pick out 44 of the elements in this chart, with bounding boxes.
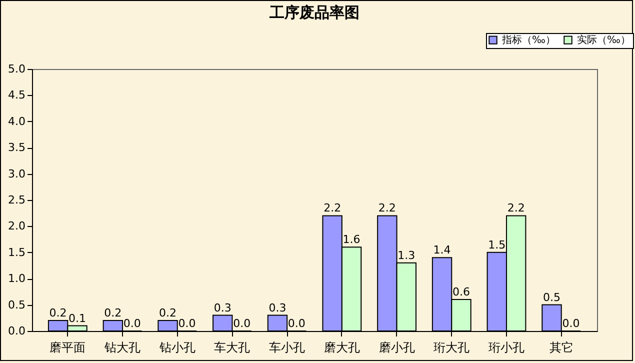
x-tick-label: 其它 (549, 340, 574, 354)
data-label: 0.5 (542, 290, 560, 304)
y-tick-label: 3.5 (8, 141, 26, 154)
y-tick-label: 4.5 (8, 88, 26, 102)
y-tick-label: 1.0 (8, 272, 26, 286)
data-label: 1.5 (488, 238, 506, 252)
x-tick-label: 磨平面 (50, 340, 86, 354)
data-label: 0.3 (214, 301, 232, 314)
data-label: 2.2 (378, 202, 396, 215)
data-label: 0.2 (49, 306, 67, 320)
data-label: 0.6 (452, 286, 470, 299)
y-tick-label: 3.0 (8, 167, 26, 180)
data-label: 0.0 (288, 317, 306, 330)
x-tick-label: 车小孔 (269, 340, 306, 354)
data-label: 1.6 (342, 233, 360, 246)
y-tick-label: 2.0 (8, 220, 26, 233)
y-tick-label: 5.0 (8, 62, 26, 76)
y-tick-label: 1.5 (8, 246, 26, 259)
x-tick-label: 车大孔 (214, 340, 250, 354)
data-label: 1.4 (433, 244, 451, 257)
data-label: 0.0 (233, 317, 251, 330)
x-tick-label: 钻大孔 (104, 340, 141, 354)
y-tick-label: 0.0 (8, 324, 26, 338)
data-label: 1.3 (398, 248, 416, 262)
x-tick-label: 磨小孔 (378, 340, 415, 354)
data-label: 2.2 (324, 202, 342, 215)
legend-label: 指标（‰） (501, 34, 556, 46)
y-tick-label: 4.0 (8, 114, 26, 128)
data-label: 0.0 (123, 317, 141, 330)
data-label: 2.2 (507, 202, 525, 215)
y-tick-label: 2.5 (8, 194, 26, 206)
x-tick-label: 珩小孔 (488, 340, 524, 354)
data-label: 0.2 (104, 306, 122, 320)
y-tick-label: 0.5 (8, 298, 26, 312)
x-tick-label: 磨大孔 (324, 340, 360, 354)
data-label: 0.1 (68, 312, 86, 325)
legend-label: 实际（‰） (577, 34, 630, 46)
data-label: 0.0 (178, 317, 196, 330)
chart-title: 工序废品率图 (268, 4, 360, 22)
x-tick-label: 钻小孔 (158, 340, 196, 354)
data-label: 0.0 (562, 317, 580, 330)
x-tick-label: 珩大孔 (434, 340, 470, 354)
data-label: 0.2 (159, 306, 177, 320)
data-label: 0.3 (268, 301, 286, 314)
